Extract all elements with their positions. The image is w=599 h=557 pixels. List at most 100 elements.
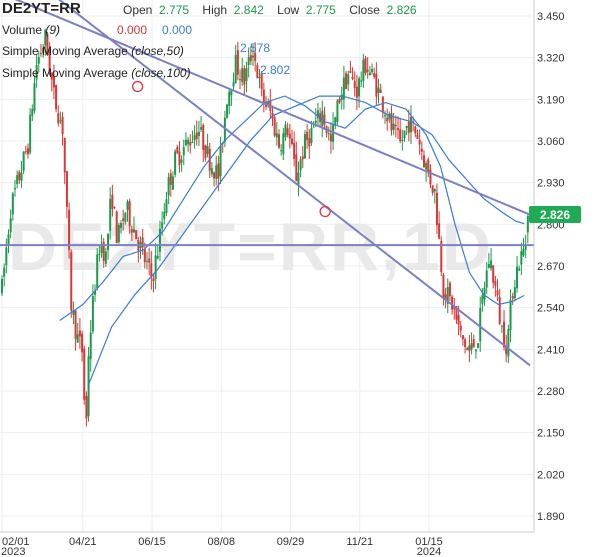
candle-up bbox=[334, 117, 337, 126]
candle-up bbox=[163, 211, 166, 219]
sma-50-line bbox=[59, 95, 525, 321]
candle-up bbox=[165, 199, 168, 213]
candle-down bbox=[438, 223, 441, 239]
candle-up bbox=[327, 133, 330, 135]
candle-up bbox=[210, 168, 213, 175]
candle-down bbox=[414, 126, 417, 134]
price-tick-label: 2.020 bbox=[537, 469, 565, 481]
time-tick-label: 01/15 bbox=[415, 536, 443, 548]
candle-up bbox=[100, 244, 103, 254]
candle-up bbox=[500, 325, 503, 327]
candle-up bbox=[1, 278, 3, 294]
candle-up bbox=[507, 329, 510, 357]
candle-down bbox=[286, 128, 289, 135]
candle-up bbox=[518, 268, 521, 271]
low-label: Low bbox=[277, 3, 300, 17]
trendline-anchor-marker bbox=[319, 205, 331, 218]
candle-up bbox=[487, 263, 490, 269]
candle-up bbox=[477, 343, 480, 348]
candle-up bbox=[524, 244, 527, 250]
candle-down bbox=[459, 325, 462, 331]
candle-down bbox=[492, 265, 495, 283]
time-tick-label: 02/01 bbox=[2, 536, 30, 548]
candle-down bbox=[254, 52, 257, 61]
close-value: 2.826 bbox=[386, 3, 417, 17]
candle-up bbox=[520, 251, 523, 265]
candle-down bbox=[412, 121, 415, 123]
open-value: 2.775 bbox=[159, 3, 190, 17]
sma50-label: Simple Moving Average bbox=[2, 44, 128, 58]
year-label: 2023 bbox=[1, 546, 25, 557]
candle-up bbox=[200, 127, 203, 130]
price-axis[interactable]: 3.4503.3203.1903.0602.9302.8002.6702.540… bbox=[537, 11, 565, 523]
candle-up bbox=[16, 175, 19, 185]
candle-up bbox=[360, 80, 363, 82]
time-axis[interactable]: 02/01 04/21 06/15 08/08 09/29 11/21 01/15 2023 2… bbox=[1, 536, 443, 557]
trendline bbox=[58, 0, 531, 367]
candle-up bbox=[22, 151, 25, 171]
candle-up bbox=[98, 253, 101, 255]
symbol-title: DE2YT=RR bbox=[2, 0, 81, 17]
candle-down bbox=[468, 345, 471, 352]
candle-up bbox=[219, 145, 222, 177]
candle-down bbox=[308, 138, 311, 147]
candle-up bbox=[228, 91, 231, 107]
candle-up bbox=[161, 222, 164, 229]
volume-legend[interactable]: Volume (9) 0.000 0.000 bbox=[2, 23, 192, 37]
candle-down bbox=[217, 163, 220, 179]
candle-up bbox=[107, 233, 110, 250]
candle-up bbox=[33, 83, 36, 111]
price-tick-label: 2.150 bbox=[537, 428, 565, 440]
candle-up bbox=[526, 216, 529, 233]
candle-up bbox=[303, 134, 306, 159]
candle-up bbox=[9, 218, 12, 233]
candle-down bbox=[390, 113, 393, 131]
candle-down bbox=[273, 117, 276, 136]
candle-down bbox=[494, 281, 497, 286]
candle-down bbox=[122, 218, 125, 221]
candle-down bbox=[381, 96, 384, 112]
candle-up bbox=[299, 159, 302, 171]
sma100-legend[interactable]: Simple Moving Average (close,100) 2.802 bbox=[2, 63, 290, 80]
candle-up bbox=[252, 55, 255, 58]
candle-down bbox=[422, 155, 425, 168]
candle-up bbox=[3, 267, 6, 277]
candle-down bbox=[85, 395, 88, 419]
sma50-legend[interactable]: Simple Moving Average (close,50) 2.578 bbox=[2, 41, 270, 58]
candle-down bbox=[323, 114, 326, 125]
candle-up bbox=[72, 310, 75, 315]
candle-up bbox=[29, 114, 32, 153]
candle-up bbox=[267, 102, 270, 105]
candle-up bbox=[37, 57, 40, 64]
candle-down bbox=[143, 248, 146, 263]
candle-down bbox=[448, 282, 451, 297]
candle-up bbox=[234, 54, 237, 84]
candle-down bbox=[55, 84, 58, 110]
candle-down bbox=[338, 98, 341, 103]
candle-up bbox=[358, 78, 361, 97]
candle-down bbox=[435, 192, 438, 226]
candle-down bbox=[48, 50, 51, 74]
high-value: 2.842 bbox=[233, 3, 264, 17]
candle-up bbox=[31, 109, 34, 116]
candle-up bbox=[509, 299, 512, 330]
candle-down bbox=[262, 89, 265, 103]
candle-down bbox=[178, 151, 181, 166]
candle-up bbox=[284, 124, 287, 138]
chart-grid bbox=[0, 0, 534, 532]
candle-down bbox=[46, 34, 49, 55]
candle-down bbox=[505, 346, 508, 355]
candle-down bbox=[141, 237, 144, 248]
candle-up bbox=[96, 254, 99, 288]
candle-up bbox=[124, 212, 127, 222]
candle-up bbox=[388, 113, 391, 120]
candle-up bbox=[133, 229, 135, 233]
candle-down bbox=[364, 58, 367, 74]
drawn-trendlines[interactable] bbox=[0, 0, 534, 367]
trendline bbox=[14, 0, 531, 216]
candle-up bbox=[474, 349, 477, 352]
volume-label: Volume bbox=[2, 23, 43, 37]
candle-up bbox=[247, 57, 250, 66]
candle-up bbox=[174, 151, 177, 175]
